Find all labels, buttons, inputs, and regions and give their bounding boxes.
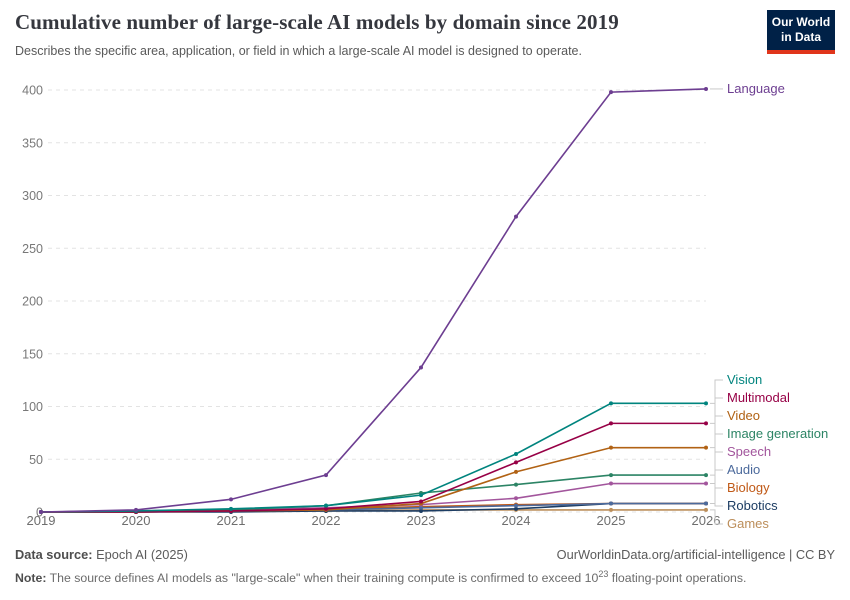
note-label: Note:: [15, 571, 47, 586]
series-label-video[interactable]: Video: [727, 408, 760, 423]
leader-line-speech: [710, 451, 723, 485]
data-source-value: Epoch AI (2025): [96, 547, 188, 562]
series-label-robotics[interactable]: Robotics: [727, 498, 778, 513]
point-audio-2024: [514, 503, 518, 508]
x-tick-label-2026: 2026: [692, 513, 721, 528]
point-multimodal-2024: [514, 460, 518, 465]
series-label-speech[interactable]: Speech: [727, 444, 771, 459]
point-video-2026: [704, 445, 708, 450]
page-title: Cumulative number of large-scale AI mode…: [15, 10, 619, 34]
point-vision-2024: [514, 451, 518, 456]
point-multimodal-2022: [324, 506, 328, 511]
point-image-generation-2025: [609, 473, 613, 478]
owid-logo[interactable]: Our World in Data: [767, 10, 835, 54]
chart-note: Note: The source defines AI models as "l…: [15, 569, 835, 585]
x-tick-label-2022: 2022: [312, 513, 341, 528]
y-tick-label-250: 250: [22, 242, 43, 256]
point-multimodal-2023: [419, 499, 423, 504]
y-tick-label-100: 100: [22, 400, 43, 414]
attribution-link[interactable]: OurWorldinData.org/artificial-intelligen…: [556, 547, 835, 562]
point-language-2023: [419, 365, 423, 370]
chart-subtitle: Describes the specific area, application…: [15, 44, 582, 58]
point-multimodal-2026: [704, 421, 708, 426]
note-body-2: floating-point operations.: [611, 571, 747, 586]
point-multimodal-2025: [609, 421, 613, 426]
y-tick-label-50: 50: [29, 453, 43, 467]
point-language-2025: [609, 90, 613, 95]
series-label-biology[interactable]: Biology: [727, 480, 770, 495]
series-label-audio[interactable]: Audio: [727, 462, 760, 477]
point-image-generation-2024: [514, 482, 518, 487]
series-label-image-generation[interactable]: Image generation: [727, 426, 828, 441]
y-tick-label-400: 400: [22, 84, 43, 98]
point-vision-2026: [704, 401, 708, 406]
point-games-2026: [704, 507, 708, 512]
x-tick-label-2019: 2019: [27, 513, 56, 528]
point-robotics-2023: [419, 508, 423, 513]
point-speech-2025: [609, 481, 613, 486]
chart-footer: Data source: Epoch AI (2025) OurWorldinD…: [15, 547, 835, 585]
line-vision[interactable]: [40, 402, 706, 513]
point-vision-2025: [609, 401, 613, 406]
point-games-2025: [609, 507, 613, 512]
series-label-language[interactable]: Language: [727, 81, 785, 96]
point-video-2024: [514, 469, 518, 474]
owid-logo-line2: in Data: [780, 30, 821, 44]
leader-line-image-generation: [710, 433, 723, 476]
x-tick-label-2025: 2025: [597, 513, 626, 528]
leader-line-vision: [710, 379, 723, 404]
x-tick-label-2024: 2024: [502, 513, 531, 528]
point-robotics-2024: [514, 506, 518, 511]
chart-area[interactable]: 0501001502002503003504002019202020212022…: [0, 75, 850, 545]
line-multimodal[interactable]: [41, 422, 706, 513]
data-source: Data source: Epoch AI (2025): [15, 547, 188, 562]
x-tick-label-2023: 2023: [407, 513, 436, 528]
leader-line-video: [710, 415, 723, 449]
leader-line-biology: [710, 487, 723, 505]
chart-svg[interactable]: 0501001502002503003504002019202020212022…: [0, 75, 850, 545]
y-tick-label-200: 200: [22, 295, 43, 309]
point-video-2025: [609, 445, 613, 450]
series-label-multimodal[interactable]: Multimodal: [727, 390, 790, 405]
point-audio-2026: [704, 501, 708, 506]
series-label-games[interactable]: Games: [727, 516, 769, 531]
point-vision-2023: [419, 493, 423, 498]
point-language-2019: [39, 510, 43, 514]
leader-line-multimodal: [710, 397, 723, 424]
owid-logo-line1: Our World: [771, 15, 831, 29]
x-tick-label-2021: 2021: [217, 513, 246, 528]
leader-line-games: [710, 509, 723, 525]
point-speech-2024: [514, 496, 518, 501]
point-vision-2021: [229, 506, 233, 511]
point-language-2021: [229, 497, 233, 502]
point-language-2026: [704, 86, 708, 91]
point-language-2024: [514, 214, 518, 219]
x-tick-label-2020: 2020: [122, 513, 151, 528]
y-tick-label-150: 150: [22, 347, 43, 361]
point-language-2020: [134, 507, 138, 512]
point-language-2022: [324, 473, 328, 478]
point-speech-2026: [704, 481, 708, 486]
y-tick-label-300: 300: [22, 189, 43, 203]
note-exponent: 23: [598, 569, 609, 579]
note-body-1: The source defines AI models as "large-s…: [49, 571, 599, 586]
line-video[interactable]: [41, 446, 706, 513]
y-tick-label-350: 350: [22, 136, 43, 150]
point-audio-2025: [609, 501, 613, 506]
leader-line-robotics: [710, 503, 723, 507]
point-image-generation-2026: [704, 473, 708, 478]
chart-header: Cumulative number of large-scale AI mode…: [15, 10, 750, 58]
point-vision-2022: [324, 503, 328, 508]
line-language[interactable]: [40, 88, 707, 513]
series-label-vision[interactable]: Vision: [727, 372, 762, 387]
data-source-label: Data source:: [15, 547, 93, 562]
point-audio-2023: [419, 505, 423, 510]
